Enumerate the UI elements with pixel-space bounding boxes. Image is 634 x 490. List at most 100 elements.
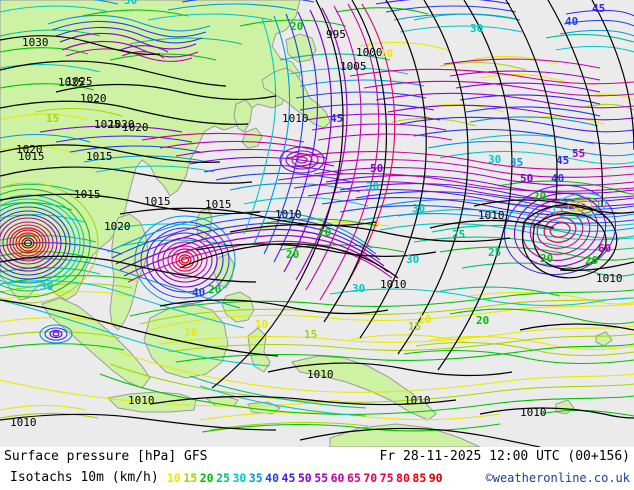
land-sulawesi [247,327,271,373]
isotach-label: 20 [585,254,598,267]
isotach-label: 40 [551,172,564,185]
isotach-label: 20 [290,20,303,33]
isotach-label: 15 [304,328,317,341]
isotach-label: 10 [184,326,197,339]
legend-stop-80: 80 [396,471,410,485]
isotach-label: 15 [408,320,421,333]
legend-stop-60: 60 [330,471,345,485]
isobar-label: 1010 [10,416,37,429]
legend-stop-85: 85 [412,471,427,485]
isobar-1010-se [479,407,634,419]
isobar-aus [299,427,541,447]
isotach-label: 30 [412,202,425,215]
legend-stop-45: 45 [281,471,296,485]
isobar-south-2 [0,299,279,357]
isobar-label: 1010 [478,209,505,222]
isotach-title: Isotachs 10m (km/h) [10,470,159,485]
cyclone-bay-of-bengal [0,182,99,304]
isobar-label: 1015 [144,195,171,208]
isobar-borneo [159,299,389,315]
isobar-1030 [0,35,161,55]
isotach-label: 30 [40,280,53,293]
isobar-1010-central [149,395,457,406]
isotach-45-contours [55,0,634,216]
legend-stop-35: 35 [248,471,263,485]
isobar-1015-b [0,193,261,215]
isotach-label: 20 [540,252,553,265]
isotach-label: 30 [488,153,501,166]
isobar-label: 1015 [86,150,113,163]
isobar-label: 1015 [18,150,45,163]
isobar-1015-a [0,166,253,184]
isobar-1025-b [55,83,277,101]
isobar-1010-south [0,413,277,431]
isobar-1020-a [0,100,249,125]
isotach-label: 50 [370,162,383,175]
isobar-main-low-4 [397,0,469,355]
isotach-small-vortex [39,324,73,344]
isobar-label: 1020 [16,143,43,156]
isobar-1010-far-e [473,199,634,214]
isobar-label: 1010 [128,394,155,407]
legend-stop-25: 25 [216,471,230,485]
isotach-label: 45 [556,154,569,167]
isobar-1010-ne-curve [559,261,634,272]
isotach-label: 60 [598,242,611,255]
isotach-label: 45 [592,2,605,15]
isotach-label: 30 [124,0,137,7]
isobar-layer [0,0,634,447]
isobar-japan-front [179,243,399,279]
isobar-label: 1020 [80,92,107,105]
isobar-label: 1005 [340,60,367,73]
isotach-label: 20 [208,283,221,296]
isobar-main-low-5 [437,0,513,371]
isotach-mid-low [279,146,325,174]
isobar-main-low-3 [359,0,427,339]
isotach-65-contours [141,68,634,170]
legend-stop-20: 20 [199,471,214,485]
isotach-label: 30 [366,180,379,193]
legend-stop-50: 50 [297,471,312,485]
footer-bar: Surface pressure [hPa] GFS Fr 28-11-2025… [0,447,634,490]
isobar-pacific-1 [505,0,558,201]
isobar-1025-a [0,60,227,87]
isobar-label: 1025 [58,76,85,89]
isobar-1010-east [429,219,555,229]
isotach-label: 30 [470,22,483,35]
isobar-pacific-2 [547,0,604,207]
isotach-label: 10 [418,313,431,326]
isobar-label: 1010 [307,368,334,381]
weather-map-canvas[interactable]: 1030 1025 1025 1020 1015 1020 1025 1020 1015 1020… [0,0,634,447]
isotach-label: 40 [192,286,205,299]
legend-stop-15: 15 [183,471,198,485]
isotach-label: 25 [488,246,501,259]
isotach-label: 15 [46,112,59,125]
isotach-label: 55 [572,147,585,160]
isotach-30-contours [0,5,634,417]
isotach-label: 20 [533,190,546,203]
isotach-label: 30 [406,253,419,266]
isobar-label: 995 [326,28,346,41]
copyright-notice: ©weatheronline.co.uk [485,471,631,485]
legend-stop-90: 90 [428,471,443,485]
legend-stop-70: 70 [363,471,378,485]
footer-row-legend: Isotachs 10m (km/h) 10 15 20 25 30 35 40 45 50 55… [0,468,634,489]
isobar-label: 1010 [520,406,547,419]
isobar-label: 1020 [122,121,149,134]
isotach-label: 35 [510,156,523,169]
isobar-nguinea [267,362,513,377]
isobar-label: 1015 [74,188,101,201]
isobar-label: 1010 [380,278,407,291]
isotach-color-legend: 10 15 20 25 30 35 40 45 50 55 60 65 70 75 80 85 90 [167,471,445,485]
legend-stop-55: 55 [314,471,329,485]
isobar-south-1 [0,255,257,283]
isotach-label: 10 [255,318,268,331]
isotach-55-contours [175,70,634,200]
isobar-main-low-1 [211,0,344,389]
legend-stop-75: 75 [379,471,394,485]
isobar-label: 1010 [282,112,309,125]
